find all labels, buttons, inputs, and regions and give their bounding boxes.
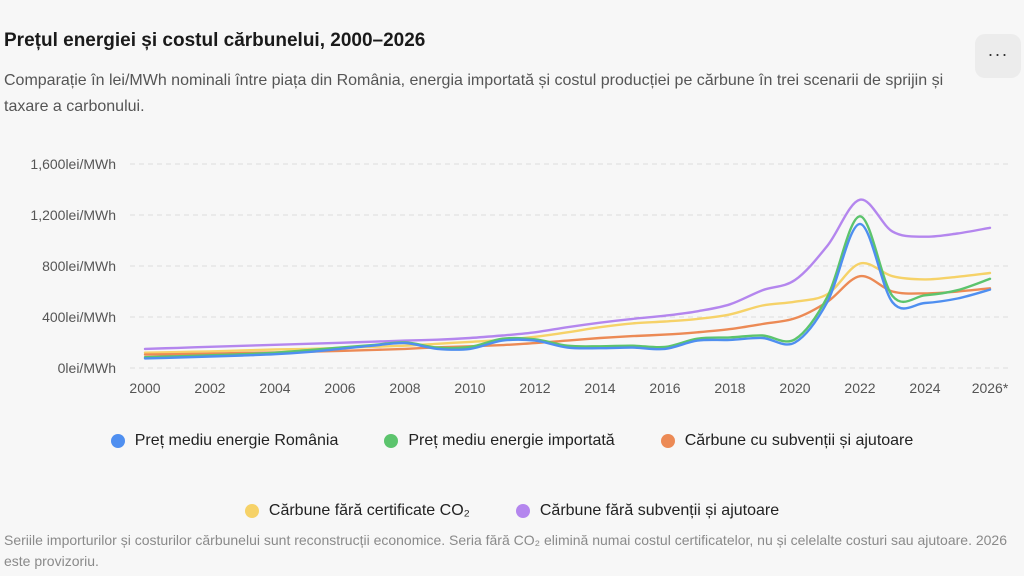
legend-dot-icon [515,504,530,518]
legend-dot-icon [384,434,399,448]
legend-item[interactable]: Cărbune fără certificate CO₂ [244,500,470,522]
series-line-0 [143,222,992,360]
legend-label: Cărbune fără subvenții și ajutoare [539,502,780,519]
x-tick-label: 2010 [454,380,485,396]
series-line-3 [143,261,992,354]
x-tick-label: 2022 [844,380,875,396]
x-tick-label: 2024 [909,380,940,396]
chart-subtitle: Comparație în lei/MWh nominali între pia… [4,72,944,115]
x-tick-label: 2000 [129,380,160,396]
series-line-1 [143,215,992,359]
legend-dot-icon [244,504,259,518]
legend: Preț mediu energie România Preț mediu ene… [40,430,984,522]
x-tick-label: 2026* [972,380,1009,396]
legend-label: Cărbune cu subvenții și ajutoare [684,432,914,449]
x-tick-label: 2020 [779,380,810,396]
x-tick-label: 2006 [324,380,355,396]
legend-item[interactable]: Cărbune cu subvenții și ajutoare [660,430,914,452]
line-chart: 0lei/MWh 400lei/MWh 800lei/MWh 1,200lei/MWh… [30,156,1009,396]
series-line-2 [143,274,992,356]
x-tick-label: 2018 [714,380,745,396]
y-tick-label: 1,600lei/MWh [30,156,116,172]
x-tick-label: 2014 [584,380,615,396]
y-tick-label: 400lei/MWh [42,309,116,325]
y-tick-label: 0lei/MWh [58,360,116,376]
x-tick-label: 2002 [194,380,225,396]
legend-item[interactable]: Preț mediu energie importată [384,430,615,452]
series-line-4 [143,198,992,351]
y-tick-label: 800lei/MWh [42,258,116,274]
footnote: Seriile importurilor și costurilor cărbu… [4,532,1007,569]
legend-dot-icon [660,434,675,448]
legend-label: Preț mediu energie România [134,432,339,449]
chart-title: Prețul energiei și costul cărbunelui, 20… [4,30,426,51]
ellipsis-icon[interactable]: ··· [975,34,1021,78]
legend-item[interactable]: Preț mediu energie România [110,430,339,452]
x-tick-label: 2008 [389,380,420,396]
legend-label: Cărbune fără certificate CO₂ [268,502,470,519]
legend-item[interactable]: Cărbune fără subvenții și ajutoare [515,500,780,522]
x-tick-label: 2004 [259,380,290,396]
legend-dot-icon [110,434,125,448]
legend-label: Preț mediu energie importată [408,432,615,449]
y-tick-label: 1,200lei/MWh [30,207,116,223]
x-tick-label: 2012 [519,380,550,396]
x-tick-label: 2016 [649,380,680,396]
